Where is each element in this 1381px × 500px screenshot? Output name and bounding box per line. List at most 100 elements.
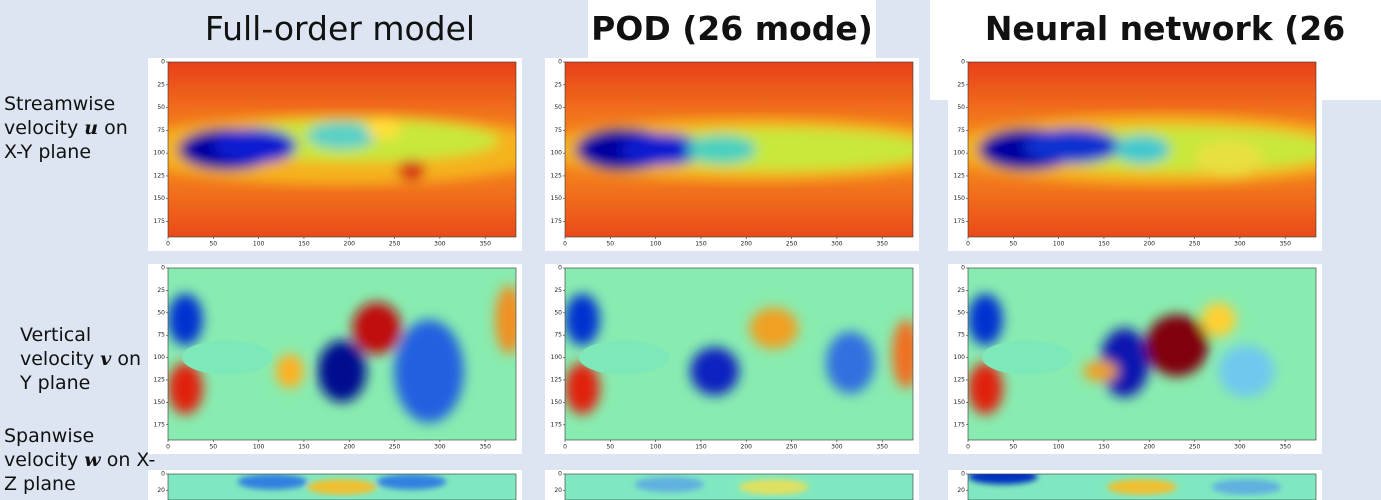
x-tick-label: 350 — [1279, 444, 1291, 451]
x-tick-label: 250 — [1189, 241, 1201, 248]
plot-panel: 0255075100125150175050100150200250300350 — [133, 58, 551, 251]
y-tick-label: 150 — [551, 195, 563, 202]
x-tick-label: 300 — [434, 241, 446, 248]
x-tick-label: 50 — [209, 444, 217, 451]
field — [565, 474, 913, 500]
body — [982, 340, 1072, 374]
x-tick-label: 0 — [166, 444, 170, 451]
field-blob — [307, 479, 377, 495]
field — [548, 62, 966, 237]
y-tick-label: 25 — [554, 81, 562, 88]
x-tick-label: 150 — [1098, 241, 1110, 248]
field-blob — [238, 474, 308, 490]
field-blobs — [951, 115, 1369, 185]
field-blob — [635, 477, 705, 493]
field-blob — [1145, 314, 1208, 376]
slide: Full-order model POD (26 mode) Neural ne… — [0, 0, 1381, 500]
y-tick-label: 0 — [961, 265, 965, 272]
y-tick-label: 150 — [551, 399, 563, 406]
y-tick-label: 100 — [154, 354, 166, 361]
y-tick-label: 125 — [551, 172, 563, 179]
x-tick-label: 200 — [344, 444, 356, 451]
x-tick-label: 300 — [831, 241, 843, 248]
y-tick-label: 125 — [954, 172, 966, 179]
x-tick-label: 50 — [1009, 241, 1017, 248]
field-blob — [307, 122, 377, 150]
y-tick-label: 150 — [954, 399, 966, 406]
field — [968, 268, 1316, 440]
x-tick-label: 100 — [253, 444, 265, 451]
y-tick-label: 0 — [558, 59, 562, 66]
x-tick-label: 300 — [1234, 444, 1246, 451]
y-tick-label: 0 — [558, 471, 562, 478]
x-tick-label: 50 — [606, 241, 614, 248]
y-tick-label: 175 — [154, 421, 166, 428]
plot-panel: 0255075100125150175050100150200250300350 — [948, 58, 1368, 251]
y-tick-label: 150 — [154, 399, 166, 406]
plot-panel: 020 — [148, 470, 522, 500]
x-tick-label: 250 — [389, 444, 401, 451]
field-blob — [1083, 361, 1118, 382]
x-tick-label: 300 — [831, 444, 843, 451]
field-blob — [394, 320, 464, 423]
x-tick-label: 350 — [479, 241, 491, 248]
field-blob — [1212, 479, 1282, 495]
y-tick-label: 125 — [954, 376, 966, 383]
field-blob — [366, 118, 401, 139]
y-tick-label: 50 — [957, 309, 965, 316]
field-blob — [276, 354, 304, 388]
y-tick-label: 0 — [161, 59, 165, 66]
x-tick-label: 100 — [1053, 241, 1065, 248]
y-tick-label: 25 — [554, 287, 562, 294]
y-tick-label: 75 — [157, 332, 165, 339]
field — [565, 268, 920, 440]
y-tick-label: 50 — [157, 309, 165, 316]
y-tick-label: 150 — [154, 195, 166, 202]
y-tick-label: 75 — [957, 332, 965, 339]
x-tick-label: 200 — [1144, 444, 1156, 451]
y-tick-label: 0 — [961, 471, 965, 478]
field-blob — [690, 347, 739, 395]
x-tick-label: 250 — [786, 444, 798, 451]
y-tick-label: 100 — [954, 354, 966, 361]
x-tick-label: 150 — [298, 241, 310, 248]
y-tick-label: 50 — [554, 309, 562, 316]
body — [182, 340, 272, 374]
y-tick-label: 75 — [554, 332, 562, 339]
y-tick-label: 150 — [954, 195, 966, 202]
field-blob — [687, 136, 757, 164]
field — [168, 474, 516, 500]
x-tick-label: 350 — [479, 444, 491, 451]
x-tick-label: 250 — [389, 241, 401, 248]
y-tick-label: 175 — [954, 421, 966, 428]
x-tick-label: 0 — [166, 241, 170, 248]
y-tick-label: 100 — [154, 150, 166, 157]
y-tick-label: 50 — [957, 104, 965, 111]
y-tick-label: 20 — [554, 487, 562, 494]
x-tick-label: 0 — [966, 241, 970, 248]
x-tick-label: 250 — [1189, 444, 1201, 451]
y-tick-label: 100 — [551, 354, 563, 361]
x-tick-label: 0 — [966, 444, 970, 451]
y-tick-label: 125 — [154, 172, 166, 179]
x-tick-label: 350 — [1279, 241, 1291, 248]
field-blobs — [133, 115, 551, 185]
body — [579, 340, 669, 374]
x-tick-label: 150 — [695, 241, 707, 248]
plot-panel: 0255075100125150175050100150200250300350 — [545, 58, 965, 251]
field-blob — [168, 294, 203, 346]
x-tick-label: 50 — [209, 241, 217, 248]
y-tick-label: 0 — [161, 471, 165, 478]
x-tick-label: 100 — [253, 241, 265, 248]
plots: 0255075100125150175050100150200250300350… — [0, 0, 1381, 500]
x-tick-label: 100 — [650, 444, 662, 451]
x-tick-label: 200 — [741, 241, 753, 248]
y-tick-label: 25 — [957, 287, 965, 294]
y-tick-label: 0 — [161, 265, 165, 272]
field-blob — [565, 294, 600, 346]
x-tick-label: 0 — [563, 444, 567, 451]
x-tick-label: 150 — [695, 444, 707, 451]
field-blob — [318, 340, 367, 402]
